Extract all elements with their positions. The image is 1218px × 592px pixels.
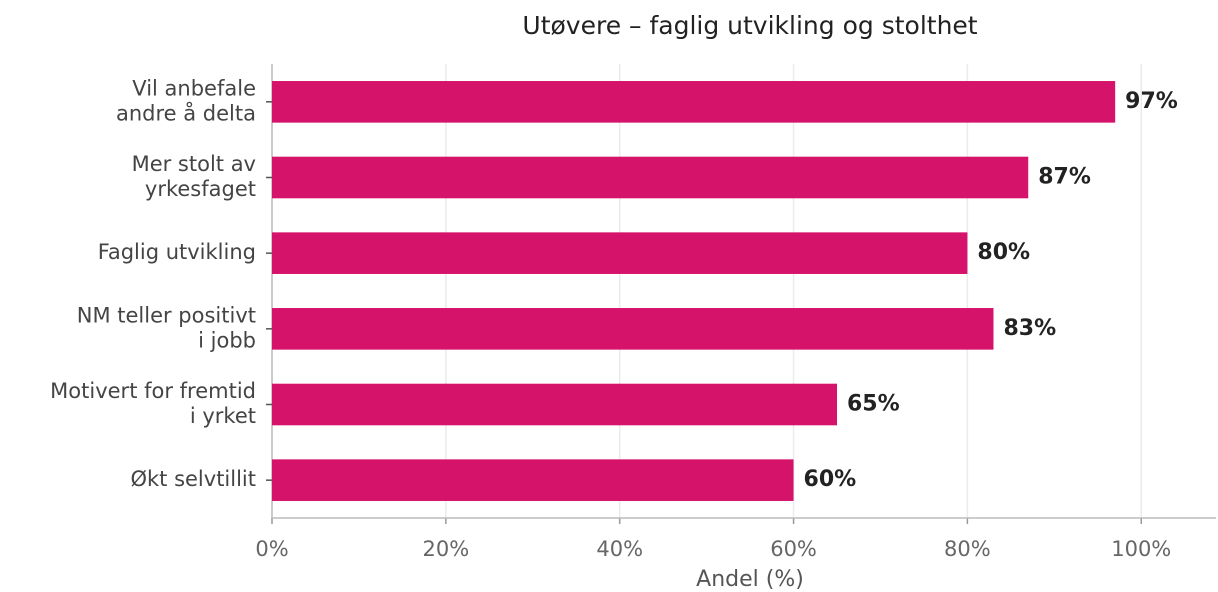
y-tick-label: Økt selvtillit [130, 467, 256, 491]
value-label: 80% [977, 240, 1030, 265]
y-tick-label-line: i jobb [198, 328, 256, 352]
y-tick-label: Vil anbefale andre å delta [116, 76, 256, 125]
y-tick-label-line: Økt selvtillit [130, 467, 256, 491]
y-tick-label: Mer stolt av yrkesfaget [132, 152, 256, 201]
x-axis-label: Andel (%) [696, 567, 804, 592]
y-tick-label-line: Vil anbefale [132, 76, 256, 100]
bar [272, 383, 838, 426]
bar [272, 308, 994, 350]
value-label: 60% [804, 467, 857, 492]
value-label: 87% [1038, 165, 1091, 190]
chart-title: Utøvere – faglig utvikling og stolthet [522, 11, 977, 40]
y-tick-label-line: Motivert for fremtid [50, 379, 256, 403]
bar [272, 459, 794, 501]
value-label: 83% [1003, 316, 1056, 341]
bar [272, 232, 968, 274]
y-tick-label-line: Faglig utvikling [98, 240, 256, 264]
x-tick-label: 0% [255, 537, 288, 561]
bar [272, 81, 1116, 123]
x-tick-label: 20% [423, 537, 470, 561]
y-tick-label: Motivert for fremtid i yrket [50, 379, 256, 428]
y-tick-label: NM teller positivt i jobb [77, 303, 256, 352]
y-tick-label-line: yrkesfaget [145, 177, 256, 201]
y-tick-label-line: andre å delta [116, 100, 256, 125]
x-tick-label: 100% [1111, 537, 1171, 561]
y-tick-label-line: i yrket [190, 404, 256, 428]
y-tick-label-line: NM teller positivt [77, 303, 256, 327]
y-tick-label: Faglig utvikling [98, 240, 256, 264]
value-label: 97% [1125, 89, 1178, 114]
x-tick-label: 80% [944, 537, 991, 561]
x-tick-label: 40% [596, 537, 643, 561]
value-label: 65% [847, 392, 900, 417]
y-tick-label-line: Mer stolt av [132, 152, 256, 176]
bar [272, 156, 1029, 199]
x-tick-label: 60% [770, 537, 817, 561]
